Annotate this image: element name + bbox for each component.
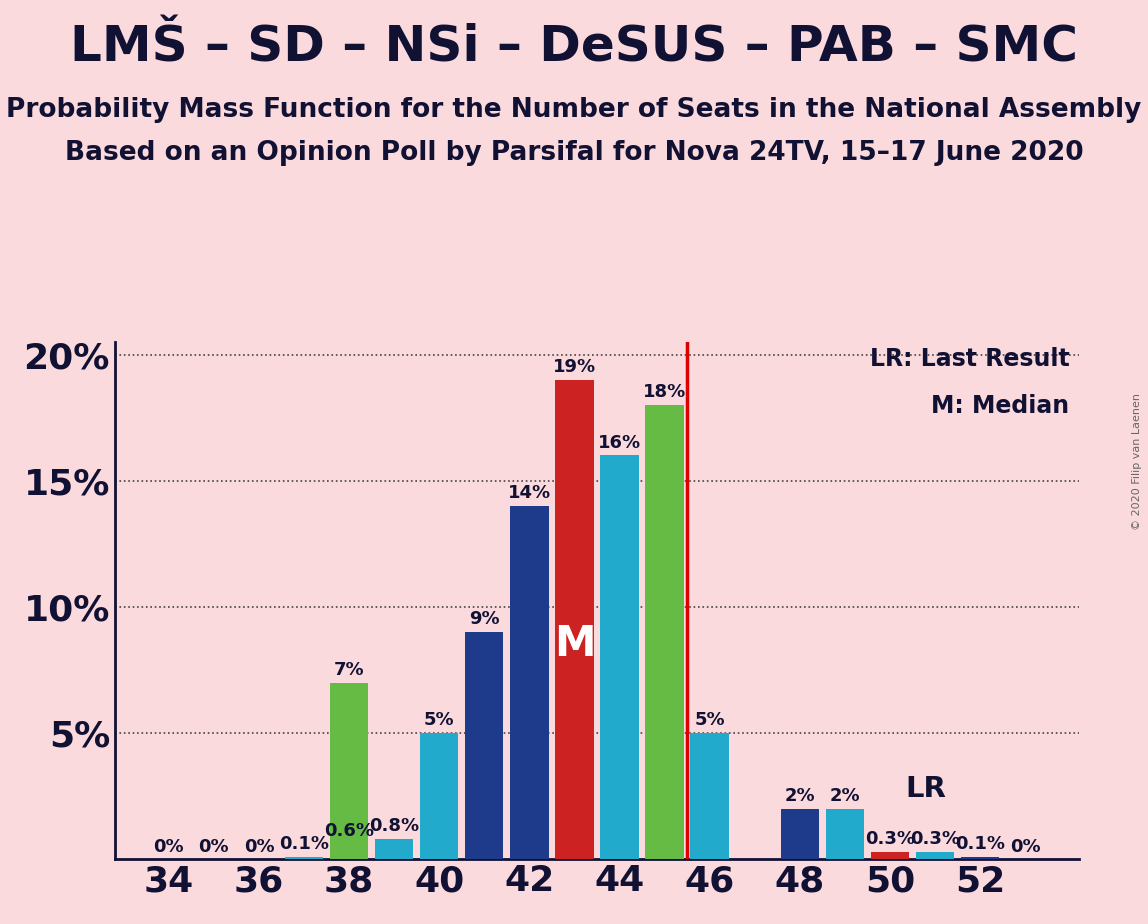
Text: M: Median: M: Median <box>931 394 1070 418</box>
Text: 0.3%: 0.3% <box>864 830 915 848</box>
Text: 0.1%: 0.1% <box>955 835 1004 853</box>
Text: 18%: 18% <box>643 383 687 401</box>
Bar <box>645 405 684 859</box>
Text: 0.3%: 0.3% <box>910 830 960 848</box>
Bar <box>285 857 324 859</box>
Text: 0.6%: 0.6% <box>324 822 374 841</box>
Text: 16%: 16% <box>598 433 641 452</box>
Text: 0%: 0% <box>154 837 184 856</box>
Text: LR: LR <box>906 774 946 803</box>
Text: 14%: 14% <box>507 484 551 502</box>
Bar <box>329 683 369 859</box>
Text: LR: Last Result: LR: Last Result <box>870 347 1070 371</box>
Text: 19%: 19% <box>553 358 596 376</box>
Bar <box>510 506 549 859</box>
Bar <box>375 839 413 859</box>
Bar <box>916 852 954 859</box>
Text: 5%: 5% <box>424 711 455 729</box>
Bar <box>465 632 504 859</box>
Text: Based on an Opinion Poll by Parsifal for Nova 24TV, 15–17 June 2020: Based on an Opinion Poll by Parsifal for… <box>64 140 1084 166</box>
Text: LMŠ – SD – NSi – DeSUS – PAB – SMC: LMŠ – SD – NSi – DeSUS – PAB – SMC <box>70 23 1078 71</box>
Text: 2%: 2% <box>784 787 815 805</box>
Bar <box>556 380 594 859</box>
Bar <box>825 808 864 859</box>
Text: 2%: 2% <box>830 787 860 805</box>
Bar <box>870 852 909 859</box>
Text: 0%: 0% <box>243 837 274 856</box>
Text: 5%: 5% <box>695 711 724 729</box>
Text: M: M <box>553 623 595 664</box>
Text: © 2020 Filip van Laenen: © 2020 Filip van Laenen <box>1132 394 1142 530</box>
Bar <box>600 456 638 859</box>
Text: 0%: 0% <box>1010 837 1040 856</box>
Bar <box>420 733 458 859</box>
Text: Probability Mass Function for the Number of Seats in the National Assembly: Probability Mass Function for the Number… <box>6 97 1142 123</box>
Bar <box>781 808 819 859</box>
Text: 0%: 0% <box>199 837 230 856</box>
Text: 9%: 9% <box>470 611 499 628</box>
Text: 0.8%: 0.8% <box>370 818 419 835</box>
Bar <box>961 857 999 859</box>
Bar <box>329 845 369 859</box>
Text: 0.1%: 0.1% <box>279 835 329 853</box>
Text: 7%: 7% <box>334 661 364 679</box>
Bar <box>690 733 729 859</box>
